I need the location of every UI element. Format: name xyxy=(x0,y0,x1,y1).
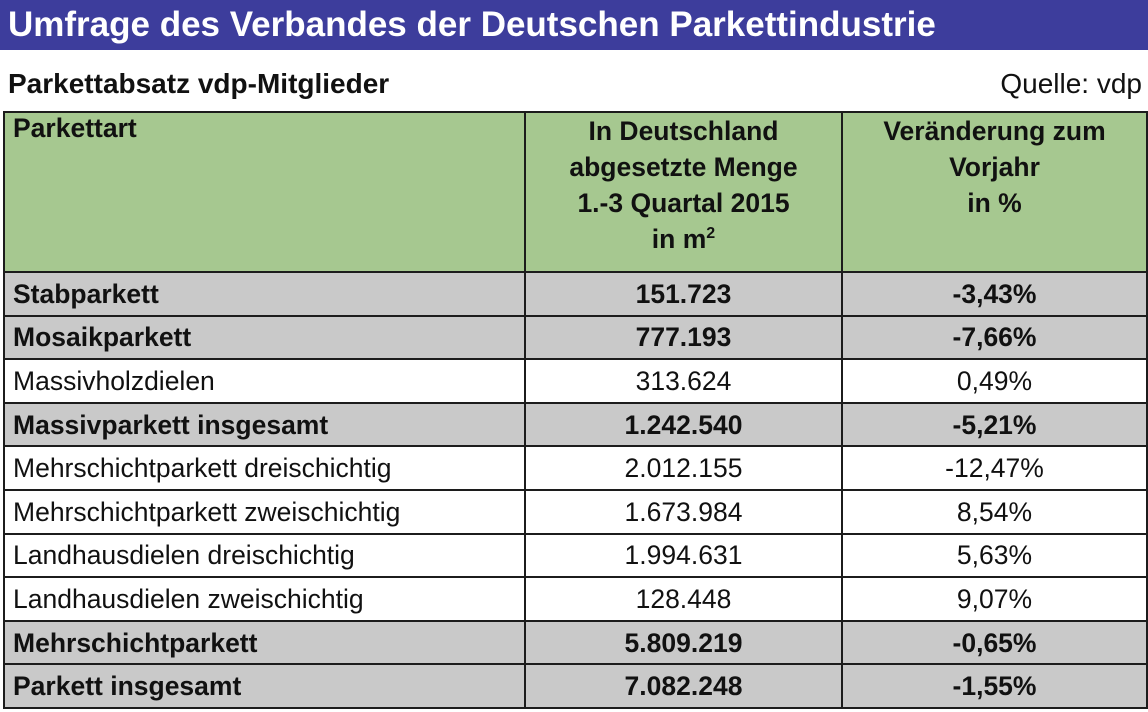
row-change-cell: -3,43% xyxy=(841,271,1148,317)
header-parkettart: Parkettart xyxy=(3,111,526,273)
header-veraenderung: Veränderung zum Vorjahr in % xyxy=(841,111,1148,273)
row-name-cell: Landhausdielen dreischichtig xyxy=(3,532,526,579)
row-name-cell: Mehrschichtparkett zweischichtig xyxy=(3,488,526,535)
row-name-cell: Massivholzdielen xyxy=(3,358,526,404)
row-menge-cell: 1.242.540 xyxy=(524,401,843,448)
row-menge-cell: 151.723 xyxy=(524,271,843,317)
row-name-cell: Parkett insgesamt xyxy=(3,663,526,709)
row-name-cell: Mehrschichtparkett dreischichtig xyxy=(3,445,526,491)
table-row: Parkett insgesamt 7.082.248 -1,55% xyxy=(3,663,1148,709)
table-row: Massivparkett insgesamt 1.242.540 -5,21% xyxy=(3,401,1148,448)
row-menge-cell: 2.012.155 xyxy=(524,445,843,491)
row-change-cell: -0,65% xyxy=(841,619,1148,666)
sales-table: Parkettart In Deutschland abgesetzte Men… xyxy=(3,111,1148,709)
row-menge-cell: 313.624 xyxy=(524,358,843,404)
header-veraenderung-line: in % xyxy=(967,188,1022,218)
table-row: Mehrschichtparkett zweischichtig 1.673.98… xyxy=(3,488,1148,535)
header-menge-unit: in m2 xyxy=(527,221,840,257)
header-menge-line: abgesetzte Menge xyxy=(569,152,798,182)
table-body: Stabparkett 151.723 -3,43% Mosaikparkett 777… xyxy=(3,271,1148,709)
table-row: Landhausdielen zweischichtig 128.448 9,07% xyxy=(3,576,1148,622)
header-menge-line: In Deutschland xyxy=(588,116,779,146)
row-change-cell: 0,49% xyxy=(841,358,1148,404)
row-menge-cell: 777.193 xyxy=(524,314,843,361)
row-name-cell: Stabparkett xyxy=(3,271,526,317)
header-menge-line: in m xyxy=(651,224,707,254)
row-menge-cell: 128.448 xyxy=(524,576,843,622)
header-menge: In Deutschland abgesetzte Menge 1.-3 Qua… xyxy=(524,111,843,273)
row-change-cell: -7,66% xyxy=(841,314,1148,361)
row-name-cell: Mosaikparkett xyxy=(3,314,526,361)
table-row: Landhausdielen dreischichtig 1.994.631 5,6… xyxy=(3,532,1148,579)
header-menge-line: 1.-3 Quartal 2015 xyxy=(577,188,790,218)
table-row: Massivholzdielen 313.624 0,49% xyxy=(3,358,1148,404)
header-veraenderung-line: Vorjahr xyxy=(949,152,1040,182)
row-menge-cell: 1.994.631 xyxy=(524,532,843,579)
row-menge-cell: 5.809.219 xyxy=(524,619,843,666)
table-subtitle: Parkettabsatz vdp-Mitglieder xyxy=(8,68,390,99)
row-name-cell: Landhausdielen zweischichtig xyxy=(3,576,526,622)
row-menge-cell: 7.082.248 xyxy=(524,663,843,709)
table-row: Mehrschichtparkett dreischichtig 2.012.15… xyxy=(3,445,1148,491)
row-change-cell: -5,21% xyxy=(841,401,1148,448)
table-row: Mosaikparkett 777.193 -7,66% xyxy=(3,314,1148,361)
row-name-cell: Mehrschichtparkett xyxy=(3,619,526,666)
row-change-cell: 8,54% xyxy=(841,488,1148,535)
table-row: Stabparkett 151.723 -3,43% xyxy=(3,271,1148,317)
row-change-cell: -12,47% xyxy=(841,445,1148,491)
source-label: Quelle: vdp xyxy=(1000,68,1142,99)
row-change-cell: 5,63% xyxy=(841,532,1148,579)
header-menge-sup: 2 xyxy=(706,225,716,243)
header-row: Parkettart In Deutschland abgesetzte Men… xyxy=(3,111,1148,273)
row-menge-cell: 1.673.984 xyxy=(524,488,843,535)
table-row: Mehrschichtparkett 5.809.219 -0,65% xyxy=(3,619,1148,666)
header-veraenderung-line: Veränderung zum xyxy=(883,116,1106,146)
row-change-cell: -1,55% xyxy=(841,663,1148,709)
row-name-cell: Massivparkett insgesamt xyxy=(3,401,526,448)
banner-title: Umfrage des Verbandes der Deutschen Park… xyxy=(0,0,1148,50)
row-change-cell: 9,07% xyxy=(841,576,1148,622)
